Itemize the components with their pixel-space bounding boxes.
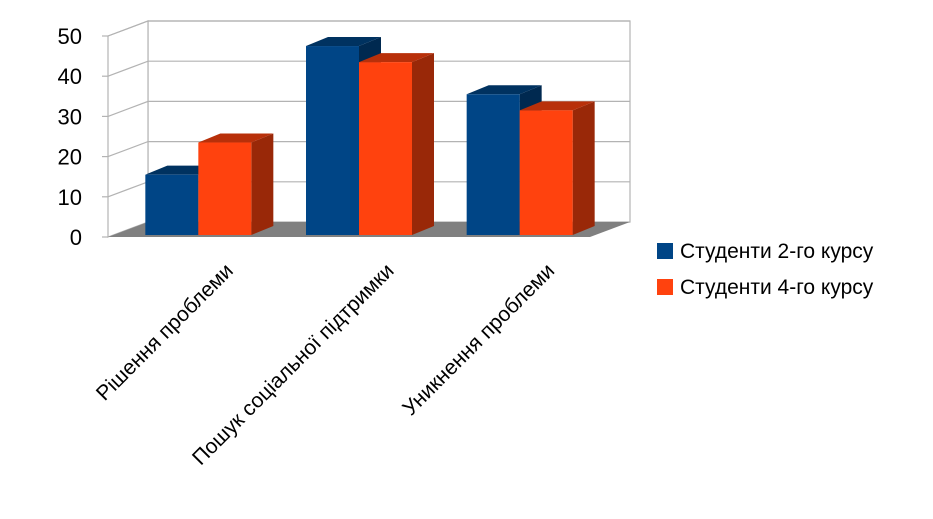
gridline [107,60,630,77]
bar-front [198,142,252,235]
bar-top [359,53,434,63]
bars [145,37,595,236]
bar-side [251,133,274,235]
legend-swatch [657,279,673,295]
gridline [107,20,630,37]
bar-top [306,37,381,47]
legend: Студенти 2-го курсу Студенти 4-го курсу [657,240,874,299]
legend-label: Студенти 2-го курсу [680,240,874,263]
y-axis-ticks: 0 10 20 30 40 50 [58,24,108,250]
bar [359,53,434,236]
bar-front [519,110,573,235]
x-category-label: Рішення проблеми [92,259,238,405]
legend-label: Студенти 4-го курсу [680,276,874,299]
y-tick-label: 0 [70,225,82,250]
y-tick-label: 20 [58,145,82,170]
bar [198,133,274,235]
legend-swatch [657,243,673,259]
y-tick-label: 50 [58,24,82,49]
bar-front [145,174,199,235]
bar-front [306,46,359,235]
bar [519,101,595,235]
y-tick-label: 10 [58,185,82,210]
side-wall [107,20,149,238]
bar-side [412,53,434,236]
bar-front [466,94,520,235]
x-category-label: Уникнення проблеми [398,259,559,420]
bar-side [572,101,595,235]
y-tick-label: 40 [58,64,82,89]
bar-top [519,101,595,111]
bar-front [359,62,412,236]
bar-top [466,85,542,95]
bar-top [198,133,274,143]
y-tick-label: 30 [58,104,82,129]
